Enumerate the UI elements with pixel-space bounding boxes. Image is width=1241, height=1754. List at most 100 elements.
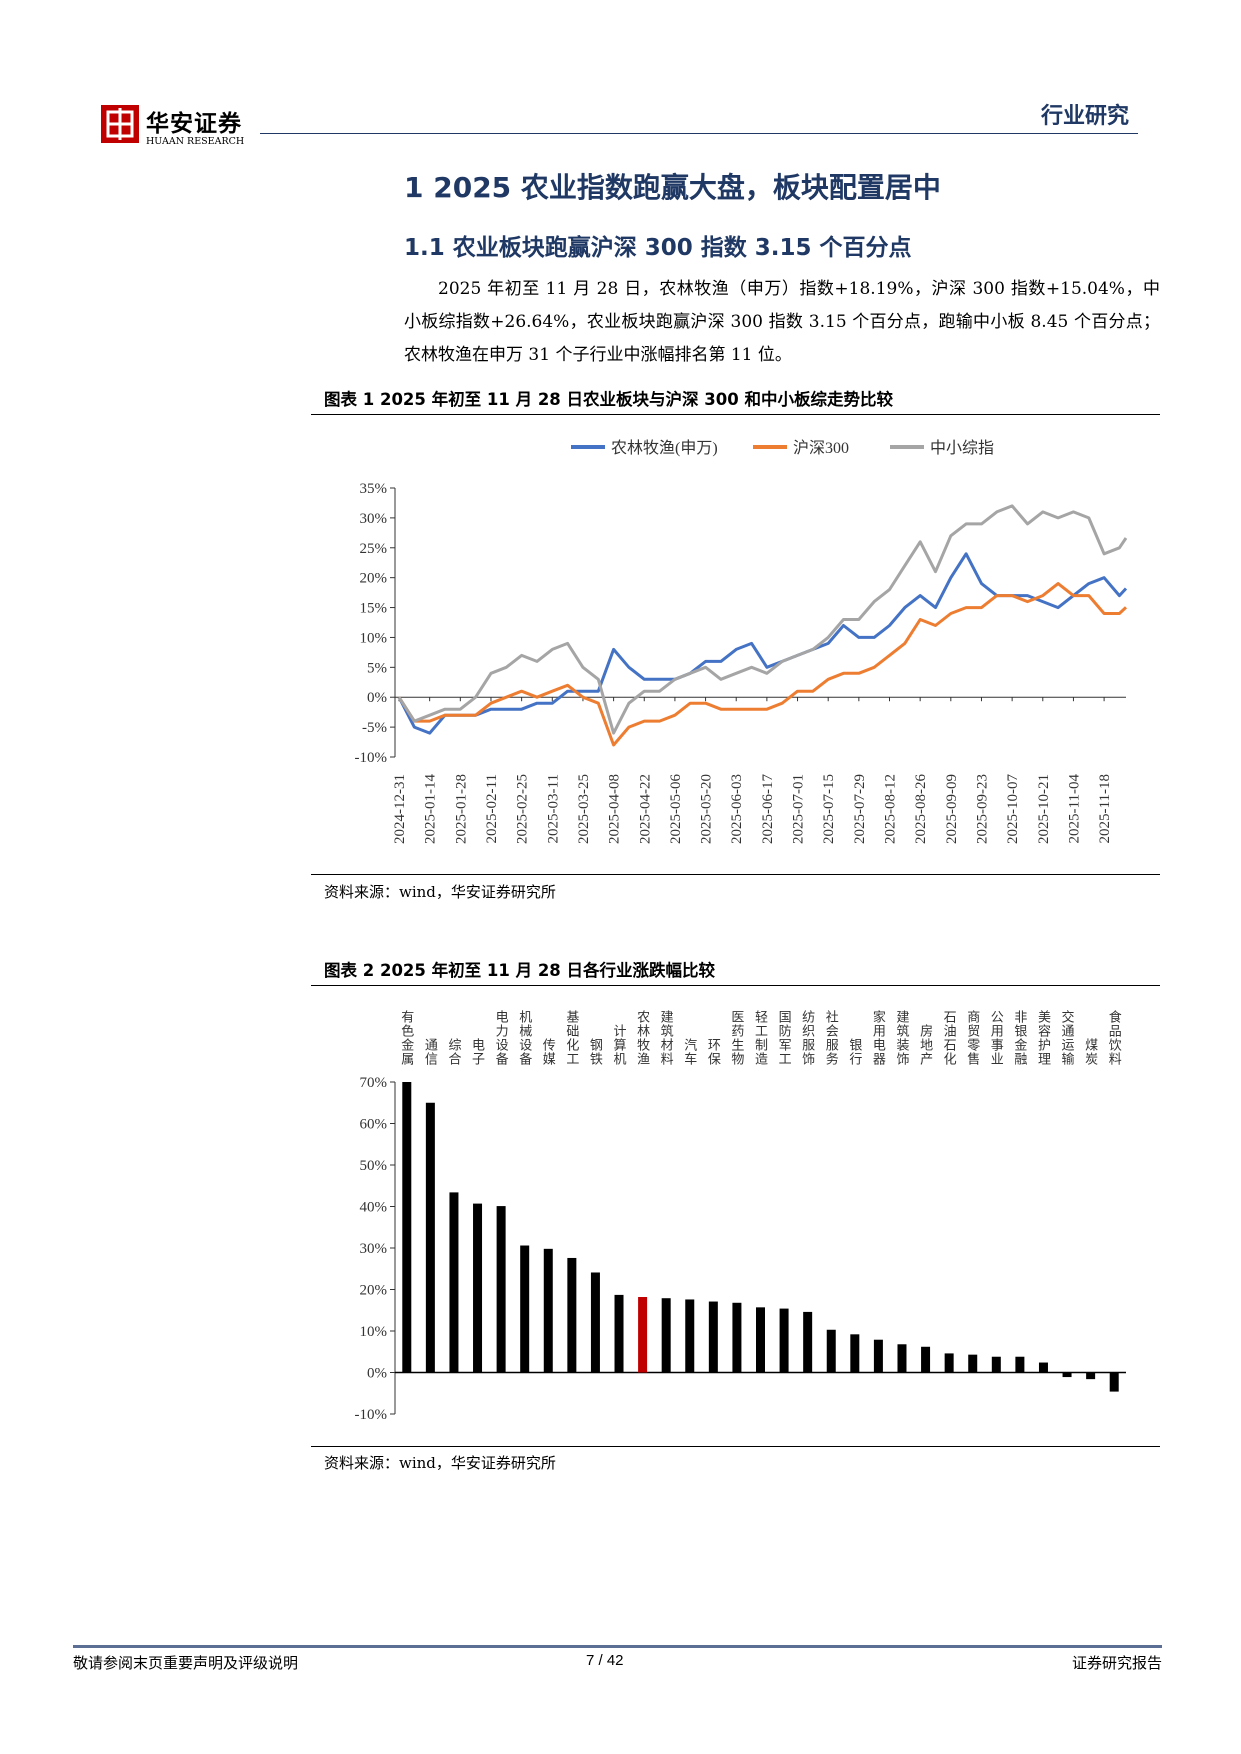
x-tick-label: 汽车 (682, 1038, 697, 1066)
legend-label: 中小综指 (930, 439, 994, 457)
x-tick-label: 2025-11-04 (1066, 774, 1082, 844)
x-tick-label: 传媒 (541, 1038, 556, 1066)
bar (897, 1344, 907, 1373)
y-tick-label: 20% (360, 571, 388, 587)
x-tick-label: 食品饮料 (1107, 1009, 1122, 1066)
x-tick-label: 2024-12-31 (392, 774, 408, 844)
x-tick-label: 2025-09-23 (974, 774, 990, 844)
bar (473, 1203, 483, 1373)
x-tick-label: 钢铁 (588, 1038, 603, 1066)
x-tick-label: 2025-05-20 (699, 774, 715, 844)
x-tick-label: 2025-06-17 (760, 774, 776, 844)
x-tick-label: 银行 (847, 1038, 862, 1066)
bar (991, 1356, 1001, 1373)
legend-label: 沪深300 (793, 439, 849, 457)
heading-1: 1 2025 农业指数跑赢大盘，板块配置居中 (404, 171, 941, 204)
bar (732, 1302, 742, 1373)
x-tick-label: 有色金属 (399, 1010, 414, 1066)
logo-subtext: HUAAN RESEARCH (146, 136, 245, 147)
figure-title: 图表 2 2025 年初至 11 月 28 日各行业涨跌幅比较 (324, 961, 716, 980)
x-tick-label: 交通运输 (1060, 1009, 1075, 1066)
bar (708, 1301, 718, 1373)
series-line (397, 582, 1128, 747)
x-tick-label: 通信 (423, 1038, 438, 1066)
y-tick-label: 0% (367, 1366, 387, 1382)
x-tick-label: 美容护理 (1036, 1010, 1051, 1066)
x-tick-label: 煤炭 (1083, 1038, 1098, 1066)
bar (496, 1206, 506, 1373)
figure-rule (311, 985, 1160, 986)
x-tick-label: 2025-06-03 (729, 774, 745, 844)
bar (520, 1245, 530, 1373)
page-number: 7 / 42 (586, 1652, 624, 1669)
bar (921, 1346, 931, 1373)
x-tick-label: 2025-10-07 (1005, 774, 1021, 844)
legend-label: 农林牧渔(申万) (611, 439, 718, 457)
y-tick-label: -10% (355, 1407, 388, 1423)
y-tick-label: 10% (360, 630, 388, 646)
x-tick-label: 农林牧渔 (635, 1010, 650, 1066)
x-tick-label: 石油石化 (942, 1010, 957, 1066)
y-tick-label: 70% (360, 1075, 388, 1091)
bar (425, 1102, 435, 1373)
figure-title: 图表 1 2025 年初至 11 月 28 日农业板块与沪深 300 和中小板综… (324, 390, 893, 409)
bar (590, 1272, 600, 1373)
bar (756, 1307, 765, 1373)
x-tick-label: 2025-11-18 (1097, 774, 1113, 843)
bar (1038, 1362, 1048, 1373)
bar (779, 1308, 789, 1373)
y-tick-label: 40% (360, 1200, 388, 1216)
bar (1015, 1356, 1025, 1373)
footer-disclaimer: 敬请参阅末页重要声明及评级说明 (73, 1654, 299, 1672)
x-tick-label: 房地产 (918, 1023, 933, 1066)
bar (1062, 1372, 1072, 1378)
x-tick-label: 公用事业 (989, 1010, 1004, 1066)
bar (567, 1257, 577, 1373)
header-rule (260, 133, 1138, 134)
bar (543, 1248, 553, 1373)
y-tick-label: 15% (360, 601, 388, 617)
y-tick-label: -5% (362, 720, 387, 736)
series-line (397, 504, 1128, 735)
x-tick-label: 2025-02-11 (484, 774, 500, 843)
x-tick-label: 2025-10-21 (1036, 774, 1052, 844)
bar (944, 1353, 954, 1373)
x-tick-label: 综合 (446, 1038, 461, 1066)
y-tick-label: 30% (360, 511, 388, 527)
x-tick-label: 医药生物 (729, 1010, 744, 1066)
y-tick-label: 10% (360, 1324, 388, 1340)
x-tick-label: 国防军工 (777, 1010, 792, 1066)
x-tick-label: 2025-04-08 (607, 774, 623, 844)
x-tick-label: 家用电器 (871, 1009, 886, 1066)
bar (873, 1339, 883, 1373)
y-tick-label: 30% (360, 1241, 388, 1257)
x-tick-label: 2025-08-12 (883, 774, 899, 844)
x-tick-label: 环保 (706, 1038, 721, 1066)
x-tick-label: 计算机 (612, 1024, 627, 1066)
footer-rule (73, 1645, 1162, 1648)
x-tick-label: 2025-02-25 (515, 774, 531, 844)
bar (1086, 1372, 1096, 1380)
bar (803, 1311, 813, 1373)
bar (1109, 1372, 1119, 1392)
x-tick-label: 2025-07-15 (821, 774, 837, 844)
x-tick-label: 建筑材料 (659, 1010, 674, 1066)
x-tick-label: 2025-01-28 (453, 774, 469, 844)
x-tick-label: 商贸零售 (965, 1010, 980, 1066)
bar (614, 1294, 624, 1373)
logo-icon (101, 105, 139, 143)
y-tick-label: 35% (360, 481, 388, 497)
x-tick-label: 2025-03-25 (576, 774, 592, 844)
y-tick-label: 20% (360, 1283, 388, 1299)
x-tick-label: 轻工制造 (753, 1010, 768, 1066)
bar (661, 1298, 671, 1373)
source-note: 资料来源：wind，华安证券研究所 (324, 1454, 556, 1472)
section-label: 行业研究 (1040, 103, 1129, 129)
bar (685, 1299, 695, 1373)
bar (968, 1354, 978, 1373)
x-tick-label: 2025-04-22 (637, 774, 653, 844)
x-tick-label: 电力设备 (494, 1010, 509, 1066)
x-tick-label: 非银金融 (1012, 1010, 1027, 1066)
figure-rule (311, 1446, 1160, 1447)
